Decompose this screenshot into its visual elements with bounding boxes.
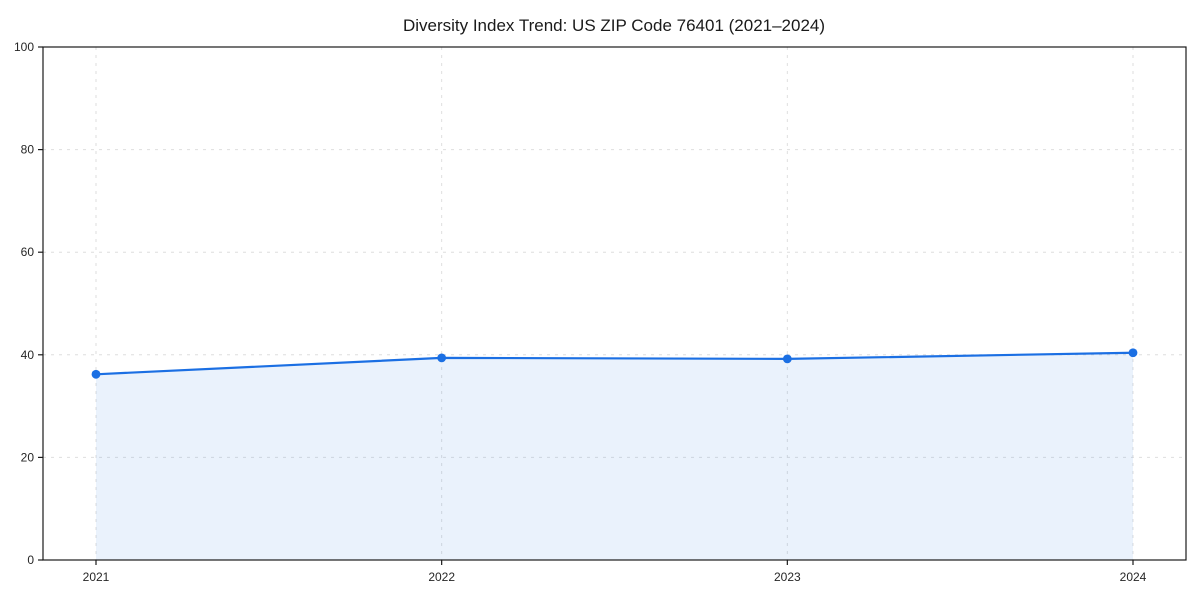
- y-tick-label-100: 100: [14, 40, 34, 54]
- data-point-2023: [782, 354, 792, 364]
- y-tick-label-20: 20: [21, 450, 35, 464]
- y-tick-label-60: 60: [21, 245, 35, 259]
- x-tick-label-2023: 2023: [774, 570, 801, 584]
- plot-area: 0 20 40 60 80 100 2021 2022 2023 2024: [14, 40, 1187, 584]
- area-fill: [96, 352, 1133, 560]
- trend-line: [94, 351, 1135, 376]
- x-tick-label-2021: 2021: [83, 570, 110, 584]
- data-point-2022: [437, 353, 447, 363]
- axis-frame: [42, 46, 1187, 561]
- x-tick-label-2024: 2024: [1120, 570, 1147, 584]
- chart-title: Diversity Index Trend: US ZIP Code 76401…: [403, 16, 825, 35]
- data-point-2024: [1128, 348, 1138, 358]
- y-tick-label-0: 0: [27, 553, 34, 567]
- x-tick-label-2022: 2022: [428, 570, 455, 584]
- y-tick-label-80: 80: [21, 143, 35, 157]
- data-point-2021: [91, 369, 101, 379]
- y-tick-label-40: 40: [21, 348, 35, 362]
